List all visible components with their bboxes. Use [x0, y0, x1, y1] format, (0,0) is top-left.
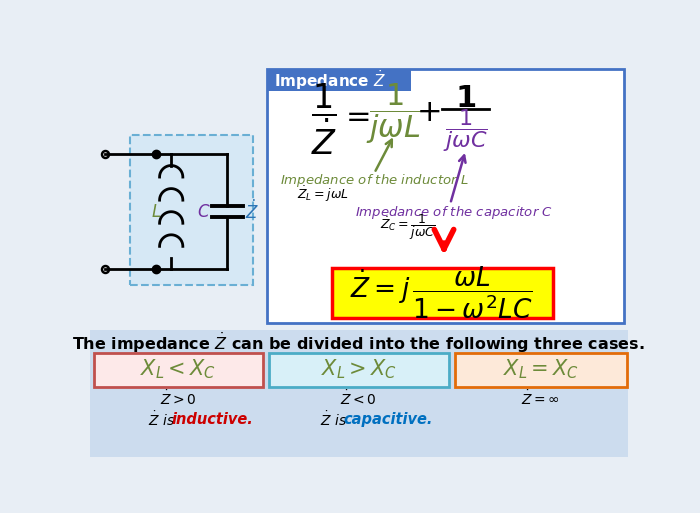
FancyBboxPatch shape	[455, 352, 627, 386]
Text: $\dfrac{1}{j\omega C}$: $\dfrac{1}{j\omega C}$	[443, 107, 488, 154]
Text: $X_L < X_C$: $X_L < X_C$	[140, 358, 216, 381]
Text: $\dfrac{1}{\dot{Z}}$: $\dfrac{1}{\dot{Z}}$	[311, 82, 337, 157]
Text: $\dot{Z}$: $\dot{Z}$	[245, 200, 259, 223]
Text: inductive.: inductive.	[172, 412, 253, 427]
Text: Impedance of the inductor $L$: Impedance of the inductor $L$	[280, 172, 468, 189]
Text: $C$: $C$	[197, 203, 211, 221]
Text: $\dot{Z}_C = \dfrac{1}{j\omega C}$: $\dot{Z}_C = \dfrac{1}{j\omega C}$	[381, 212, 436, 242]
Text: $=$: $=$	[340, 101, 370, 130]
Text: $\dot{Z} = \infty$: $\dot{Z} = \infty$	[522, 389, 560, 408]
FancyBboxPatch shape	[94, 352, 262, 386]
Text: $\dot{Z} = j\,\dfrac{\omega L}{1 - \omega^2 LC}$: $\dot{Z} = j\,\dfrac{\omega L}{1 - \omeg…	[350, 264, 533, 321]
Text: $\mathbf{1}$: $\mathbf{1}$	[455, 84, 476, 113]
FancyBboxPatch shape	[130, 135, 253, 285]
Text: $\dot{Z} > 0$: $\dot{Z} > 0$	[160, 389, 197, 408]
FancyBboxPatch shape	[269, 352, 449, 386]
FancyBboxPatch shape	[90, 329, 628, 457]
Text: capacitive.: capacitive.	[343, 412, 433, 427]
Text: $L$: $L$	[150, 203, 161, 221]
Text: $X_L = X_C$: $X_L = X_C$	[503, 358, 579, 381]
Text: $+$: $+$	[416, 98, 441, 127]
Text: $\dot{Z}$ is: $\dot{Z}$ is	[320, 410, 347, 429]
Text: Impedance $\dot{Z}$: Impedance $\dot{Z}$	[274, 68, 386, 92]
FancyBboxPatch shape	[267, 69, 411, 91]
Text: The impedance $\dot{Z}$ can be divided into the following three cases.: The impedance $\dot{Z}$ can be divided i…	[73, 330, 645, 354]
Text: Impedance of the capacitor $C$: Impedance of the capacitor $C$	[355, 204, 553, 221]
FancyBboxPatch shape	[267, 69, 624, 323]
Text: $\dot{Z}_L = j\omega L$: $\dot{Z}_L = j\omega L$	[297, 184, 349, 204]
Text: $X_L > X_C$: $X_L > X_C$	[321, 358, 397, 381]
FancyBboxPatch shape	[332, 268, 552, 318]
Text: $\dfrac{1}{j\omega L}$: $\dfrac{1}{j\omega L}$	[366, 82, 423, 146]
Text: $\dot{Z} < 0$: $\dot{Z} < 0$	[340, 389, 377, 408]
Text: $\dot{Z}$ is: $\dot{Z}$ is	[148, 410, 175, 429]
